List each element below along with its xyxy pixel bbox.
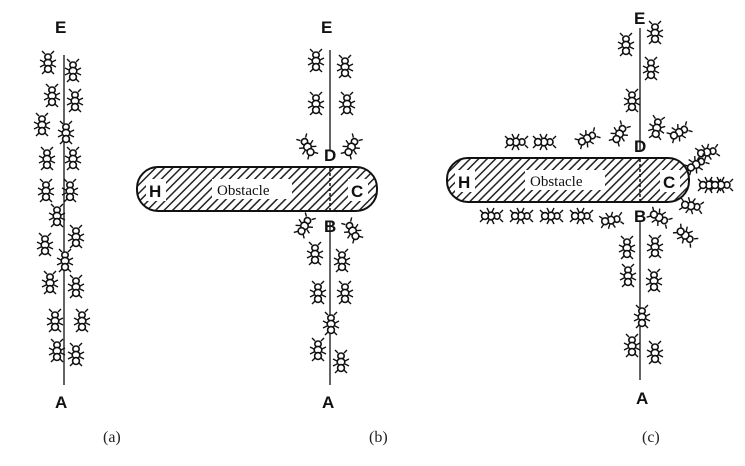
ant-icon bbox=[307, 48, 325, 73]
ant-icon bbox=[66, 88, 84, 113]
ant-icon bbox=[677, 195, 706, 217]
ant-icon bbox=[646, 20, 664, 45]
ant-icon bbox=[670, 221, 701, 250]
ant-icon bbox=[48, 203, 66, 228]
ant-icon bbox=[293, 131, 321, 162]
ant-icon bbox=[43, 83, 61, 108]
ant-icon bbox=[479, 207, 504, 225]
point-label-h: H bbox=[149, 182, 161, 201]
ant-icon bbox=[73, 308, 91, 333]
ant-icon bbox=[504, 133, 529, 151]
panel-a: E A (a) bbox=[33, 18, 121, 446]
point-label-h: H bbox=[458, 173, 470, 192]
ant-icon bbox=[309, 337, 327, 362]
point-label-b: B bbox=[324, 217, 336, 236]
ant-icon bbox=[56, 248, 74, 273]
ant-icon bbox=[309, 280, 327, 305]
panel-caption: (c) bbox=[642, 429, 660, 446]
ant-icon bbox=[619, 263, 637, 288]
ant-icon bbox=[39, 50, 57, 75]
point-label-d: D bbox=[634, 137, 646, 156]
ant-icon bbox=[623, 88, 641, 113]
ant-icon bbox=[532, 133, 557, 151]
ant-icon bbox=[572, 124, 603, 152]
ant-icon bbox=[46, 308, 64, 333]
ant-icon bbox=[642, 56, 660, 81]
ant-group bbox=[33, 50, 91, 367]
food-label-a: A bbox=[322, 393, 334, 412]
ant-icon bbox=[645, 268, 663, 293]
food-label-a: A bbox=[55, 393, 67, 412]
nest-label-e: E bbox=[634, 9, 645, 28]
ant-icon bbox=[509, 207, 534, 225]
obstacle-text-bg bbox=[525, 170, 605, 190]
ant-icon bbox=[36, 232, 54, 257]
ant-icon bbox=[646, 113, 668, 142]
point-label-c: C bbox=[663, 173, 675, 192]
ant-icon bbox=[332, 349, 350, 374]
obstacle-label: Obstacle bbox=[217, 183, 270, 199]
ant-icon bbox=[64, 58, 82, 83]
panel-caption: (b) bbox=[369, 429, 388, 446]
ant-icon bbox=[646, 234, 664, 259]
ant-icon bbox=[307, 91, 325, 116]
ant-icon bbox=[306, 241, 324, 266]
ant-icon bbox=[67, 274, 85, 299]
ant-icon bbox=[322, 311, 340, 336]
ant-icon bbox=[57, 120, 75, 145]
ant-icon bbox=[336, 54, 354, 79]
ant-icon bbox=[67, 224, 85, 249]
point-label-d: D bbox=[324, 146, 336, 165]
ant-icon bbox=[664, 118, 695, 146]
obstacle-text-bg bbox=[212, 179, 292, 199]
ant-icon bbox=[291, 210, 319, 241]
ant-icon bbox=[618, 235, 636, 260]
food-label-a: A bbox=[636, 389, 648, 408]
ant-icon bbox=[338, 215, 366, 246]
panel-c: Obstacle H C E D B A (c) bbox=[446, 9, 734, 446]
ant-icon bbox=[623, 333, 641, 358]
ant-icon bbox=[41, 270, 59, 295]
ant-icon bbox=[646, 340, 664, 365]
ant-icon bbox=[333, 248, 351, 273]
panel-caption: (a) bbox=[103, 429, 121, 446]
panel-b: Obstacle H C E D B A (b) bbox=[136, 18, 388, 446]
nest-label-e: E bbox=[321, 18, 332, 37]
ant-icon bbox=[709, 176, 734, 194]
ant-icon bbox=[64, 146, 82, 171]
ant-icon bbox=[33, 112, 51, 137]
ant-icon bbox=[597, 209, 626, 231]
ant-icon bbox=[67, 342, 85, 367]
ant-icon bbox=[633, 304, 651, 329]
ant-icon bbox=[569, 207, 594, 225]
nest-label-e: E bbox=[55, 18, 66, 37]
h-label-bg bbox=[455, 170, 475, 192]
ant-icon bbox=[539, 207, 564, 225]
ant-icon bbox=[336, 280, 354, 305]
ant-icon bbox=[48, 338, 66, 363]
ant-icon bbox=[338, 91, 356, 116]
h-label-bg bbox=[146, 179, 166, 201]
ant-icon bbox=[606, 118, 634, 149]
ant-icon bbox=[644, 204, 675, 232]
ant-icon bbox=[338, 131, 366, 162]
ant-icon bbox=[38, 146, 56, 171]
c-label-bg bbox=[348, 179, 368, 201]
ant-icon bbox=[37, 178, 55, 203]
c-label-bg bbox=[660, 170, 680, 192]
point-label-c: C bbox=[351, 182, 363, 201]
point-label-b: B bbox=[634, 207, 646, 226]
obstacle-label: Obstacle bbox=[530, 174, 583, 190]
ant-icon bbox=[617, 32, 635, 57]
